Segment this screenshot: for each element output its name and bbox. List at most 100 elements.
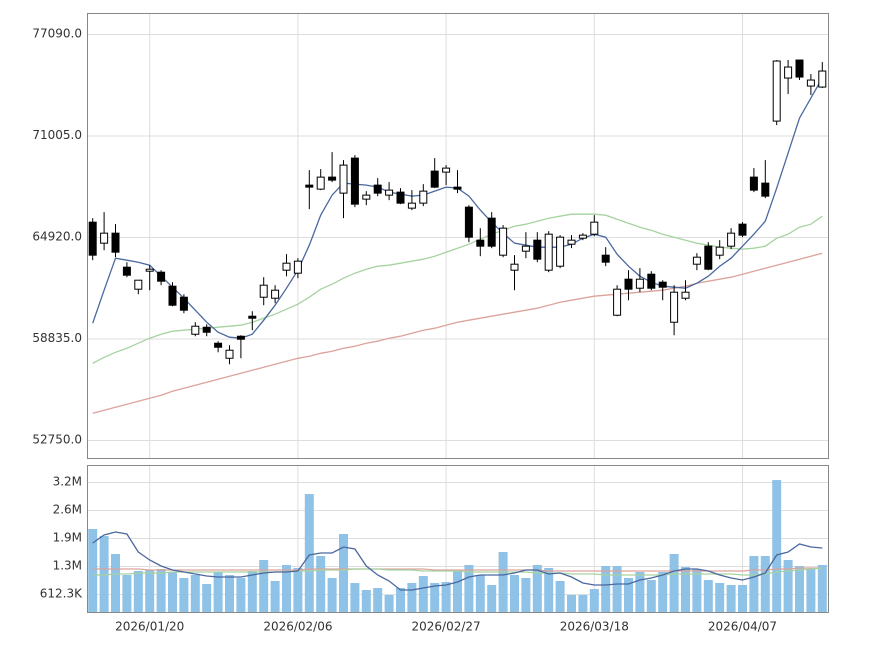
candle-body bbox=[385, 189, 394, 196]
volume-bar bbox=[179, 578, 189, 612]
candle-body bbox=[476, 239, 485, 247]
volume-bar bbox=[783, 560, 793, 612]
candle-body bbox=[704, 245, 713, 270]
x-tick-label: 2026/02/06 bbox=[263, 620, 332, 634]
volume-bar bbox=[236, 578, 246, 612]
volume-bar bbox=[646, 580, 656, 612]
x-tick-label: 2026/04/07 bbox=[708, 620, 777, 634]
volume-bar bbox=[726, 585, 736, 612]
moving-average-line bbox=[92, 531, 823, 591]
volume-bar bbox=[259, 560, 269, 612]
volume-bar bbox=[692, 569, 702, 612]
candle-body bbox=[681, 291, 690, 299]
volume-bar bbox=[806, 569, 816, 612]
volume-bar bbox=[817, 565, 827, 612]
y-tick-label: 77090.0 bbox=[32, 27, 82, 41]
volume-bar bbox=[532, 565, 542, 612]
price-panel bbox=[87, 13, 829, 459]
y-tick-label: 64920.0 bbox=[32, 230, 82, 244]
volume-bar bbox=[749, 556, 759, 612]
x-tick-label: 2026/01/20 bbox=[115, 620, 184, 634]
candle-body bbox=[396, 191, 405, 204]
candle-body bbox=[259, 284, 268, 298]
candle-body bbox=[692, 256, 701, 265]
candle-body bbox=[670, 291, 679, 323]
volume-bar bbox=[795, 566, 804, 612]
volume-bar bbox=[247, 571, 257, 612]
candle-body bbox=[647, 273, 656, 289]
candle-body bbox=[430, 170, 439, 188]
volume-bar bbox=[715, 583, 725, 612]
candle-body bbox=[772, 60, 781, 122]
volume-bar bbox=[327, 578, 337, 612]
volume-bar bbox=[373, 588, 383, 612]
moving-average-line bbox=[92, 213, 823, 364]
volume-bar bbox=[339, 534, 348, 612]
candle-body bbox=[157, 271, 166, 282]
y-tick-label: 1.9M bbox=[53, 531, 82, 545]
candle-body bbox=[795, 59, 804, 78]
volume-bar bbox=[510, 575, 519, 612]
volume-bar bbox=[498, 552, 508, 612]
candle-body bbox=[464, 206, 473, 238]
candle-body bbox=[236, 335, 245, 340]
candle-body bbox=[373, 184, 382, 194]
volume-bar bbox=[681, 567, 690, 612]
candle-body bbox=[350, 157, 359, 205]
candle-body bbox=[761, 182, 770, 197]
candle-body bbox=[715, 246, 724, 256]
y-tick-label: 1.3M bbox=[53, 559, 82, 573]
candle-body bbox=[168, 285, 177, 306]
moving-average-line bbox=[92, 567, 823, 576]
volume-bar bbox=[156, 569, 166, 612]
moving-average-line bbox=[92, 567, 823, 572]
candle-body bbox=[624, 278, 633, 290]
candle-body bbox=[806, 79, 815, 87]
volume-bar bbox=[441, 582, 451, 612]
volume-bar bbox=[270, 581, 280, 612]
candle-body bbox=[339, 164, 348, 194]
candle-body bbox=[578, 234, 587, 239]
candle-body bbox=[293, 260, 302, 274]
volume-bar bbox=[122, 575, 132, 612]
volume-bar bbox=[88, 529, 98, 612]
volume-bar bbox=[738, 585, 747, 612]
candle-body bbox=[282, 262, 291, 271]
y-tick-label: 58835.0 bbox=[32, 331, 82, 345]
volume-bar bbox=[418, 576, 428, 612]
volume-bar bbox=[453, 570, 462, 612]
volume-bar bbox=[384, 595, 394, 612]
candle-body bbox=[407, 202, 416, 209]
x-tick-label: 2026/02/27 bbox=[412, 620, 481, 634]
y-tick-label: 3.2M bbox=[53, 475, 82, 489]
candle-body bbox=[590, 221, 599, 235]
volume-bar bbox=[544, 568, 554, 612]
candle-body bbox=[225, 349, 234, 359]
candle-body bbox=[738, 223, 747, 236]
candle-body bbox=[784, 66, 793, 79]
y-tick-label: 52750.0 bbox=[32, 432, 82, 446]
volume-bar bbox=[361, 590, 371, 612]
candle-body bbox=[328, 176, 337, 181]
candle-body bbox=[658, 281, 667, 288]
volume-bar bbox=[521, 578, 531, 612]
candle-body bbox=[727, 232, 736, 247]
candle-body bbox=[191, 325, 200, 335]
y-tick-label: 71005.0 bbox=[32, 128, 82, 142]
volume-bar bbox=[658, 572, 668, 612]
candle-body bbox=[362, 194, 371, 200]
volume-bar bbox=[635, 572, 645, 612]
candle-body bbox=[510, 263, 519, 271]
volume-bar bbox=[202, 584, 212, 612]
volume-bar bbox=[601, 566, 611, 612]
y-tick-label: 612.3K bbox=[40, 587, 83, 601]
volume-bar bbox=[567, 595, 576, 612]
candle-body bbox=[202, 326, 211, 333]
volume-bar bbox=[578, 595, 588, 612]
candle-body bbox=[179, 296, 188, 311]
volume-bar bbox=[111, 554, 120, 612]
volume-bar bbox=[213, 572, 223, 612]
volume-bar bbox=[772, 480, 782, 612]
volume-bar bbox=[350, 583, 360, 612]
candle-body bbox=[305, 184, 314, 188]
